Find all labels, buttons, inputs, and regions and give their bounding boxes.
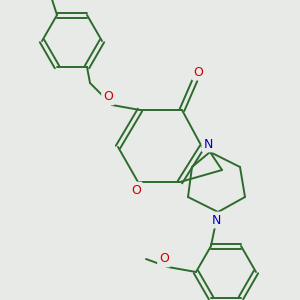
Text: O: O (103, 91, 113, 103)
Text: O: O (159, 253, 169, 266)
Text: N: N (203, 137, 213, 151)
Text: O: O (193, 65, 203, 79)
Text: O: O (131, 184, 141, 196)
Text: N: N (211, 214, 221, 226)
